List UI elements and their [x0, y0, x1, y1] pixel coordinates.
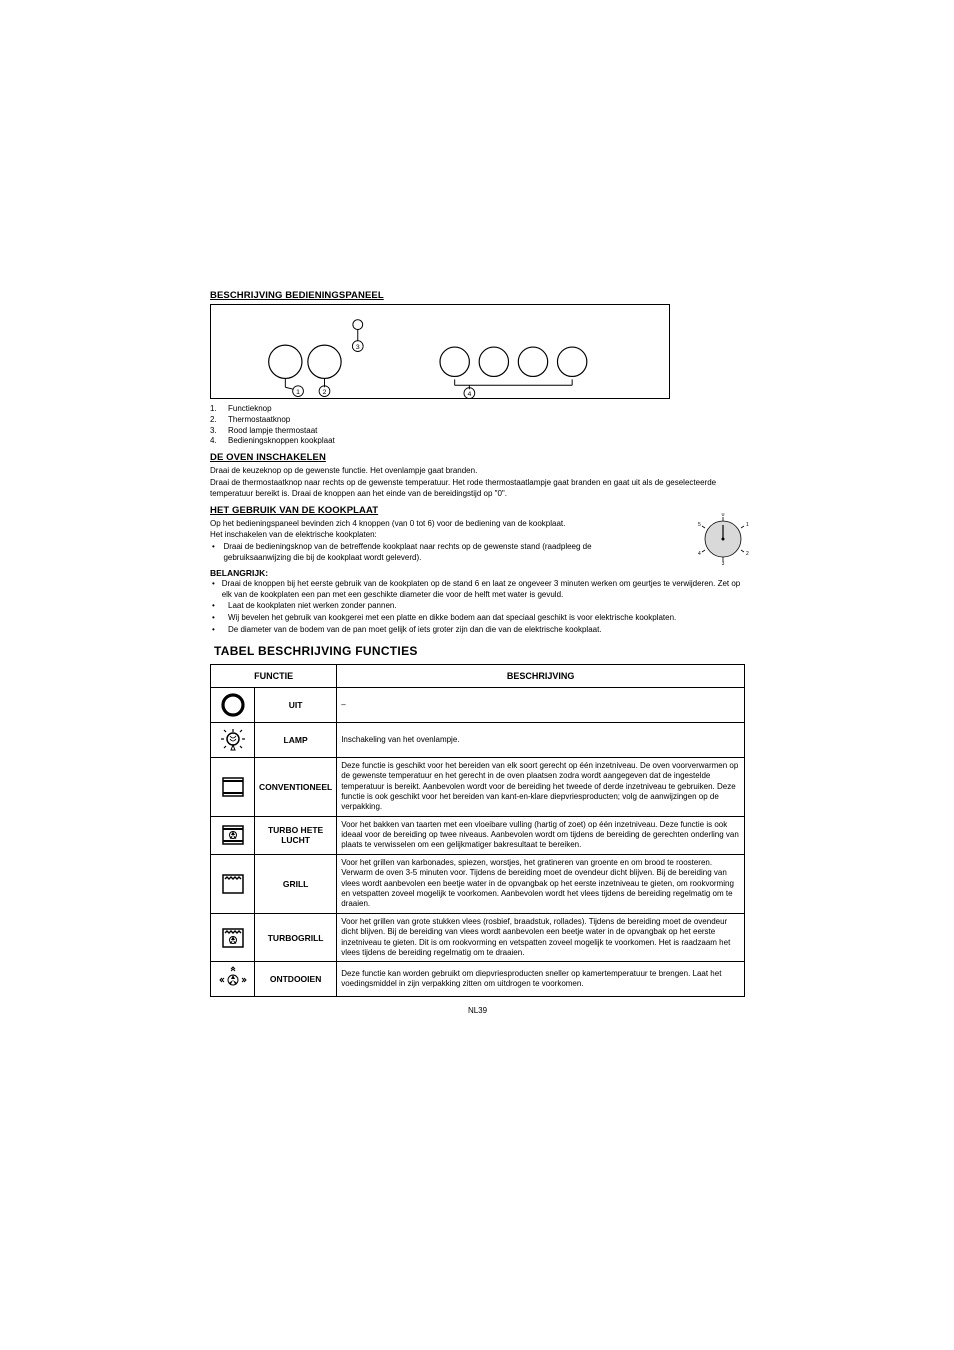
row-label: TURBO HETE LUCHT: [255, 816, 337, 854]
bullet-dot: •: [210, 625, 228, 636]
svg-text:1: 1: [746, 522, 749, 528]
bullet-dot: •: [210, 579, 222, 601]
control-panel-diagram: 3 1 2 4: [210, 304, 670, 399]
legend-text: Bedieningsknoppen kookplaat: [228, 436, 335, 447]
heading-tabel: TABEL BESCHRIJVING FUNCTIES: [210, 644, 745, 658]
row-label: ONTDOOIEN: [255, 962, 337, 997]
uit-icon: [211, 687, 255, 722]
table-row: UIT –: [211, 687, 745, 722]
grill-icon: [211, 854, 255, 913]
svg-text:2: 2: [746, 551, 749, 557]
row-desc: Voor het grillen van karbonades, spiezen…: [337, 854, 745, 913]
ontdooien-icon: [211, 962, 255, 997]
bullet-dot: •: [210, 601, 228, 612]
legend-num: 1.: [210, 404, 228, 415]
row-desc: Inschakeling van het ovenlampje.: [337, 722, 745, 757]
row-label: GRILL: [255, 854, 337, 913]
bel-b2: Laat de kookplaten niet werken zonder pa…: [228, 601, 397, 612]
svg-text:4: 4: [467, 391, 471, 398]
svg-text:4: 4: [698, 551, 701, 557]
oven-p2: Draai de thermostaatknop naar rechts op …: [210, 478, 745, 500]
conventioneel-icon: [211, 757, 255, 816]
panel-legend: 1.Functieknop 2.Thermostaatknop 3.Rood l…: [210, 404, 745, 447]
svg-text:0: 0: [722, 513, 725, 518]
row-desc: Voor het grillen van grote stukken vlees…: [337, 913, 745, 962]
row-label: TURBOGRILL: [255, 913, 337, 962]
legend-num: 2.: [210, 415, 228, 426]
row-desc: Deze functie is geschikt voor het bereid…: [337, 757, 745, 816]
page-content: BESCHRIJVING BEDIENINGSPANEEL 3 1 2: [210, 290, 745, 997]
svg-text:1: 1: [296, 389, 300, 396]
oven-p1: Draai de keuzeknop op de gewenste functi…: [210, 466, 745, 477]
row-label: LAMP: [255, 722, 337, 757]
row-desc: Voor het bakken van taarten met een vloe…: [337, 816, 745, 854]
row-label: UIT: [255, 687, 337, 722]
bel-b1: Draai de knoppen bij het eerste gebruik …: [222, 579, 745, 601]
page-number: NL39: [210, 1006, 745, 1015]
bullet-dot: •: [210, 613, 228, 624]
turbo-hete-lucht-icon: [211, 816, 255, 854]
kook-bullets: •Draai de bedieningsknop van de betreffe…: [210, 542, 630, 564]
heading-oven: DE OVEN INSCHAKELEN: [210, 452, 745, 463]
kook-p2: Het inschakelen van de elektrische kookp…: [210, 530, 630, 541]
legend-text: Rood lampje thermostaat: [228, 426, 317, 437]
lamp-icon: [211, 722, 255, 757]
oven-text: Draai de keuzeknop op de gewenste functi…: [210, 466, 745, 499]
th-beschrijving: BESCHRIJVING: [337, 664, 745, 687]
row-desc: –: [337, 687, 745, 722]
heading-belangrijk: BELANGRIJK:: [210, 568, 745, 578]
table-row: TURBOGRILL Voor het grillen van grote st…: [211, 913, 745, 962]
row-desc: Deze functie kan worden gebruikt om diep…: [337, 962, 745, 997]
function-table: FUNCTIE BESCHRIJVING UIT –: [210, 664, 745, 998]
svg-text:3: 3: [356, 344, 360, 351]
svg-text:2: 2: [323, 389, 327, 396]
kook-b1: Draai de bedieningsknop van de betreffen…: [223, 542, 630, 564]
legend-num: 4.: [210, 436, 228, 447]
bel-b3: Wij bevelen het gebruik van kookgerei me…: [228, 613, 676, 624]
kook-p1: Op het bedieningspaneel bevinden zich 4 …: [210, 519, 630, 530]
heading-kookplaat: HET GEBRUIK VAN DE KOOKPLAAT: [210, 505, 745, 516]
table-header-row: FUNCTIE BESCHRIJVING: [211, 664, 745, 687]
kook-text: Op het bedieningspaneel bevinden zich 4 …: [210, 519, 630, 542]
kookplaat-section: HET GEBRUIK VAN DE KOOKPLAAT 0 1 2 3 4 5: [210, 505, 745, 564]
belangrijk-bullets: •Draai de knoppen bij het eerste gebruik…: [210, 579, 745, 636]
bel-b4: De diameter van de bodem van de pan moet…: [228, 625, 602, 636]
knob-diagram: 0 1 2 3 4 5: [697, 513, 749, 565]
table-row: LAMP Inschakeling van het ovenlampje.: [211, 722, 745, 757]
legend-text: Functieknop: [228, 404, 272, 415]
turbogrill-icon: [211, 913, 255, 962]
legend-text: Thermostaatknop: [228, 415, 290, 426]
bullet-dot: •: [210, 542, 223, 564]
table-row: ONTDOOIEN Deze functie kan worden gebrui…: [211, 962, 745, 997]
legend-num: 3.: [210, 426, 228, 437]
table-row: CONVENTIONEEL Deze functie is geschikt v…: [211, 757, 745, 816]
table-row: TURBO HETE LUCHT Voor het bakken van taa…: [211, 816, 745, 854]
th-functie: FUNCTIE: [211, 664, 337, 687]
row-label: CONVENTIONEEL: [255, 757, 337, 816]
svg-text:5: 5: [698, 522, 701, 528]
svg-text:3: 3: [722, 561, 725, 565]
heading-panel: BESCHRIJVING BEDIENINGSPANEEL: [210, 290, 745, 301]
table-row: GRILL Voor het grillen van karbonades, s…: [211, 854, 745, 913]
